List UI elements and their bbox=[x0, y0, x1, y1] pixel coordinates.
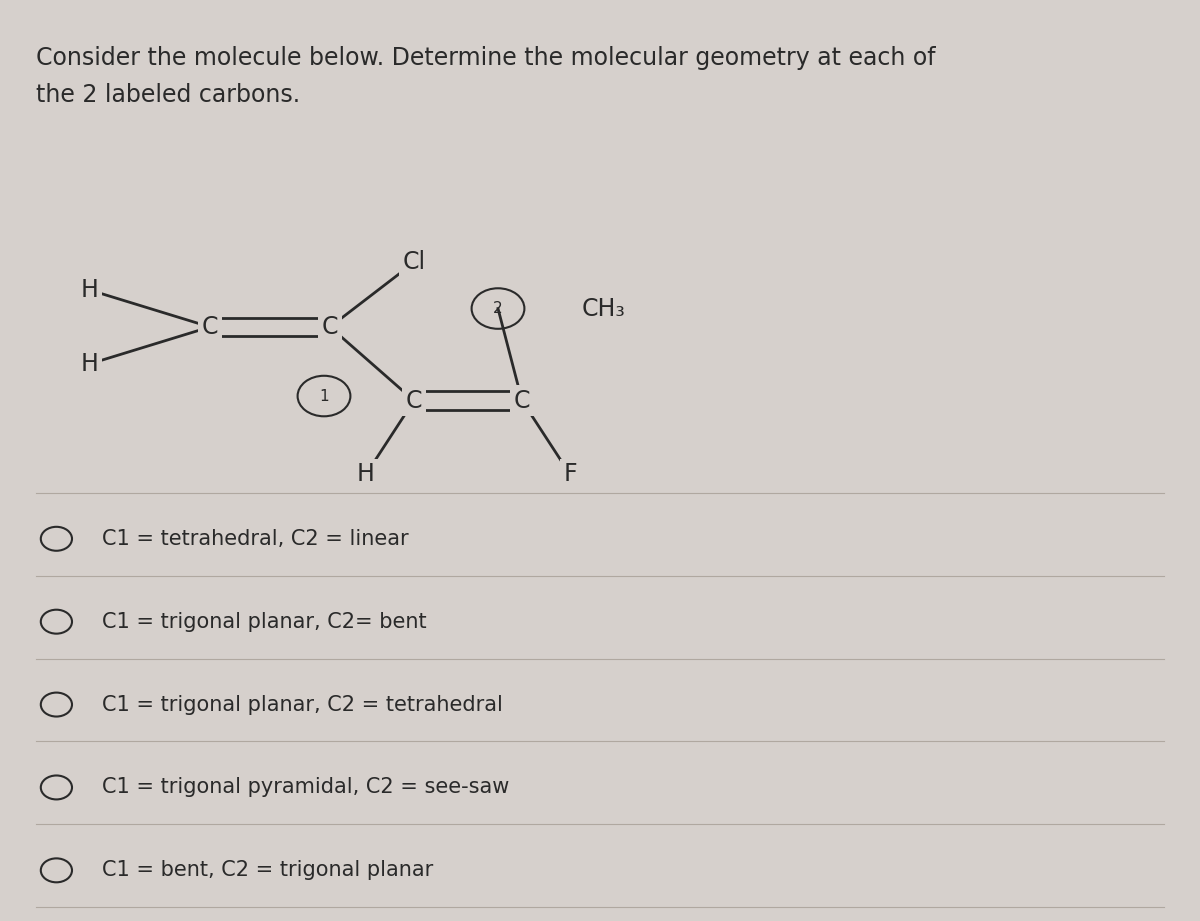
Text: C: C bbox=[202, 315, 218, 339]
Text: H: H bbox=[358, 462, 374, 486]
Text: Cl: Cl bbox=[402, 251, 426, 274]
Text: 2: 2 bbox=[493, 301, 503, 316]
Text: C: C bbox=[514, 389, 530, 413]
Text: C1 = trigonal planar, C2= bent: C1 = trigonal planar, C2= bent bbox=[102, 612, 427, 632]
Text: CH₃: CH₃ bbox=[582, 297, 626, 321]
Text: the 2 labeled carbons.: the 2 labeled carbons. bbox=[36, 83, 300, 107]
Text: 1: 1 bbox=[319, 389, 329, 403]
Text: F: F bbox=[563, 462, 577, 486]
Text: C1 = tetrahedral, C2 = linear: C1 = tetrahedral, C2 = linear bbox=[102, 529, 409, 549]
Text: C1 = trigonal pyramidal, C2 = see-saw: C1 = trigonal pyramidal, C2 = see-saw bbox=[102, 777, 509, 798]
Text: H: H bbox=[82, 352, 98, 376]
Text: C1 = bent, C2 = trigonal planar: C1 = bent, C2 = trigonal planar bbox=[102, 860, 433, 880]
Text: C: C bbox=[322, 315, 338, 339]
Text: H: H bbox=[82, 278, 98, 302]
Text: Consider the molecule below. Determine the molecular geometry at each of: Consider the molecule below. Determine t… bbox=[36, 46, 936, 70]
Text: C: C bbox=[406, 389, 422, 413]
Text: C1 = trigonal planar, C2 = tetrahedral: C1 = trigonal planar, C2 = tetrahedral bbox=[102, 694, 503, 715]
